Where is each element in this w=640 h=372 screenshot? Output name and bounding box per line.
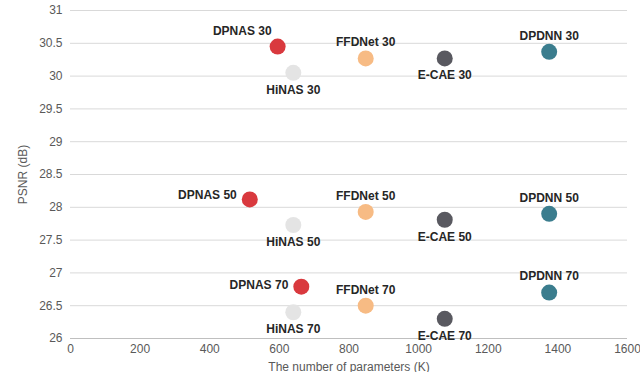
svg-text:29.5: 29.5 [39,102,63,116]
svg-text:27.5: 27.5 [39,233,63,247]
svg-text:FFDNet 70: FFDNet 70 [336,283,396,297]
svg-text:1600: 1600 [614,342,640,356]
svg-text:400: 400 [200,342,220,356]
svg-text:HiNAS 50: HiNAS 50 [266,235,320,249]
svg-text:200: 200 [130,342,150,356]
svg-text:30.5: 30.5 [39,36,63,50]
svg-text:DPNAS 70: DPNAS 70 [230,278,289,292]
svg-text:HiNAS 70: HiNAS 70 [266,322,320,336]
svg-text:800: 800 [339,342,359,356]
svg-text:DPNAS 50: DPNAS 50 [178,188,237,202]
svg-text:DPNAS 30: DPNAS 30 [213,24,272,38]
svg-text:31: 31 [49,3,63,17]
svg-text:600: 600 [269,342,289,356]
svg-text:1200: 1200 [475,342,502,356]
svg-text:E-CAE 50: E-CAE 50 [418,230,472,244]
svg-text:The number of parameters (K): The number of parameters (K) [268,360,429,372]
svg-text:28: 28 [49,200,63,214]
svg-text:27: 27 [49,266,63,280]
svg-text:1400: 1400 [545,342,572,356]
svg-text:28.5: 28.5 [39,167,63,181]
svg-text:HiNAS 30: HiNAS 30 [266,83,320,97]
svg-text:0: 0 [67,342,74,356]
svg-text:30: 30 [49,69,63,83]
svg-text:26.5: 26.5 [39,299,63,313]
svg-text:DPDNN 30: DPDNN 30 [519,29,579,43]
svg-text:1000: 1000 [405,342,432,356]
svg-text:E-CAE 70: E-CAE 70 [418,329,472,343]
svg-text:DPDNN 50: DPDNN 50 [519,191,579,205]
svg-text:PSNR (dB): PSNR (dB) [16,145,30,204]
svg-text:FFDNet 50: FFDNet 50 [336,189,396,203]
svg-text:29: 29 [49,135,63,149]
svg-text:FFDNet 30: FFDNet 30 [336,35,396,49]
svg-text:26: 26 [49,331,63,345]
svg-text:E-CAE 30: E-CAE 30 [418,68,472,82]
svg-text:DPDNN 70: DPDNN 70 [519,269,579,283]
